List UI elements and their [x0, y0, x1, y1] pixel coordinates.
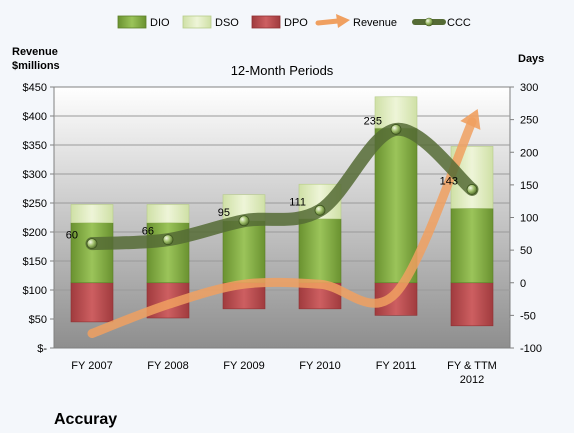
dio-bar [298, 218, 342, 284]
ccc-marker [86, 238, 98, 250]
dio-bar [450, 208, 494, 284]
dpo-legend-label: DPO [284, 17, 308, 29]
left-tick-label: $150 [23, 256, 47, 268]
right-tick-label: -50 [520, 310, 536, 322]
right-tick-label: 250 [520, 115, 538, 127]
ccc-legend-label: CCC [447, 17, 471, 29]
company-name: Accuray [54, 411, 117, 428]
dpo-legend-swatch [251, 15, 281, 29]
left-tick-label: $450 [23, 82, 47, 94]
dio-bar [374, 127, 418, 284]
ccc-data-label: 60 [66, 230, 78, 242]
left-tick-label: $300 [23, 169, 47, 181]
dso-bar [146, 204, 190, 224]
dio-legend-swatch [117, 15, 147, 29]
right-tick-label: -100 [520, 343, 542, 355]
right-tick-label: 300 [520, 82, 538, 94]
dpo-bar [70, 282, 114, 323]
ccc-data-label: 143 [440, 175, 458, 187]
category-label: FY 2009 [223, 360, 264, 372]
ccc-data-label: 235 [364, 115, 382, 127]
left-tick-label: $400 [23, 111, 47, 123]
dpo-bar [450, 282, 494, 327]
ccc-data-label: 95 [218, 207, 230, 219]
ccc-marker [162, 234, 174, 246]
right-tick-label: 100 [520, 213, 538, 225]
left-tick-label: $200 [23, 227, 47, 239]
category-label: FY 2011 [376, 360, 417, 372]
category-label: FY 2007 [71, 360, 112, 372]
ccc-marker [238, 215, 250, 227]
left-tick-label: $50 [29, 314, 47, 326]
dio-bar [70, 222, 114, 284]
category-label: FY 2008 [147, 360, 188, 372]
ccc-data-label: 111 [289, 196, 306, 208]
left-tick-label: $- [37, 343, 47, 355]
dso-legend-swatch [182, 15, 212, 29]
revenue-legend-swatch [315, 18, 341, 26]
right-tick-label: 0 [520, 278, 526, 290]
dio-legend-label: DIO [150, 17, 170, 29]
revenue-line [87, 117, 477, 338]
right-tick-label: 50 [520, 245, 532, 257]
dio-bar [222, 220, 266, 284]
category-label: FY 2010 [299, 360, 340, 372]
ccc-legend-marker [424, 17, 434, 27]
revenue-arrowhead [460, 109, 481, 130]
left-tick-label: $100 [23, 285, 47, 297]
left-tick-label: $350 [23, 140, 47, 152]
ccc-marker [314, 204, 326, 216]
ccc-marker [466, 184, 478, 195]
category-label: FY & TTM 2012 [447, 360, 497, 386]
left-tick-label: $250 [23, 198, 47, 210]
revenue-legend-arrowhead [336, 14, 350, 28]
right-axis-title: Days [518, 53, 544, 65]
dso-bar [70, 204, 114, 224]
dso-legend-label: DSO [215, 17, 239, 29]
ccc-marker [390, 124, 402, 135]
right-tick-label: 200 [520, 147, 538, 159]
ccc-data-label: 66 [142, 226, 154, 238]
chart-subtitle: 12-Month Periods [231, 63, 334, 78]
left-axis-title: Revenue $millions [12, 46, 60, 72]
revenue-legend-label: Revenue [353, 17, 397, 29]
right-tick-label: 150 [520, 180, 538, 192]
